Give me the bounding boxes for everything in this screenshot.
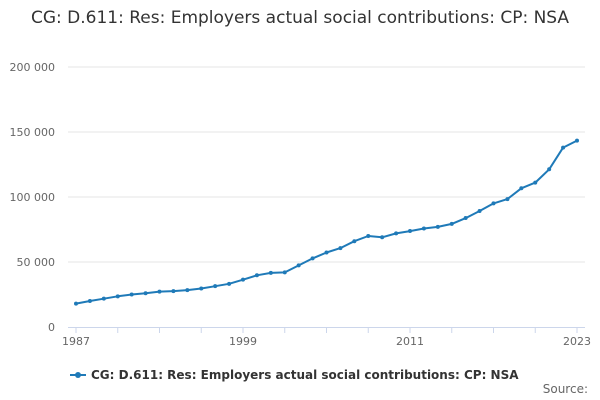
y-tick-label: 200 000 (10, 61, 56, 74)
data-point[interactable] (519, 186, 524, 191)
data-point[interactable] (199, 286, 204, 291)
source-label: Source: (542, 382, 588, 396)
data-point[interactable] (408, 229, 412, 234)
tick-layer: 0 50 000 100 000 150 000 200 000 1987 1999 2011… (10, 61, 592, 348)
grid-layer (68, 66, 585, 263)
series-line (75, 139, 578, 305)
data-point[interactable] (101, 296, 106, 301)
data-point[interactable] (547, 167, 552, 172)
axis-layer (68, 327, 585, 333)
legend-series-icon (70, 370, 86, 380)
data-point[interactable] (282, 270, 287, 275)
data-point[interactable] (380, 235, 385, 240)
data-point[interactable] (449, 221, 454, 226)
data-point[interactable] (561, 145, 566, 150)
data-point[interactable] (575, 138, 579, 143)
data-point[interactable] (435, 224, 440, 229)
data-point[interactable] (213, 284, 218, 289)
data-point[interactable] (421, 226, 426, 231)
data-point[interactable] (241, 277, 245, 282)
x-tick-label: 1999 (229, 335, 257, 348)
x-tick-label: 2011 (396, 335, 424, 348)
chart-title: CG: D.611: Res: Employers actual social … (30, 8, 570, 28)
data-point[interactable] (115, 294, 120, 299)
series-layer (74, 138, 579, 306)
legend-series-label: CG: D.611: Res: Employers actual social … (91, 368, 519, 382)
data-point[interactable] (87, 299, 92, 303)
x-tick-label: 1987 (62, 335, 90, 348)
data-point[interactable] (310, 256, 315, 261)
data-point[interactable] (268, 270, 273, 275)
y-tick-label: 0 (48, 321, 55, 334)
data-point[interactable] (338, 246, 343, 251)
data-point[interactable] (491, 201, 496, 206)
data-point[interactable] (352, 239, 357, 244)
data-point[interactable] (129, 292, 134, 297)
data-point[interactable] (227, 281, 232, 286)
y-tick-label: 100 000 (10, 191, 56, 204)
data-point[interactable] (324, 250, 329, 255)
y-tick-label: 150 000 (10, 126, 56, 139)
data-point[interactable] (463, 216, 468, 221)
data-point[interactable] (185, 288, 190, 293)
data-point[interactable] (143, 291, 148, 296)
y-tick-label: 50 000 (17, 256, 56, 269)
legend[interactable]: CG: D.611: Res: Employers actual social … (70, 366, 519, 384)
data-point[interactable] (74, 301, 78, 306)
data-point[interactable] (533, 180, 538, 185)
data-point[interactable] (296, 263, 301, 268)
data-point[interactable] (394, 231, 399, 236)
data-point[interactable] (366, 234, 371, 238)
data-point[interactable] (171, 289, 176, 294)
data-point[interactable] (477, 209, 482, 214)
data-point[interactable] (157, 289, 162, 294)
data-point[interactable] (254, 273, 259, 278)
x-tick-label: 2023 (563, 335, 591, 348)
data-point[interactable] (505, 197, 510, 202)
